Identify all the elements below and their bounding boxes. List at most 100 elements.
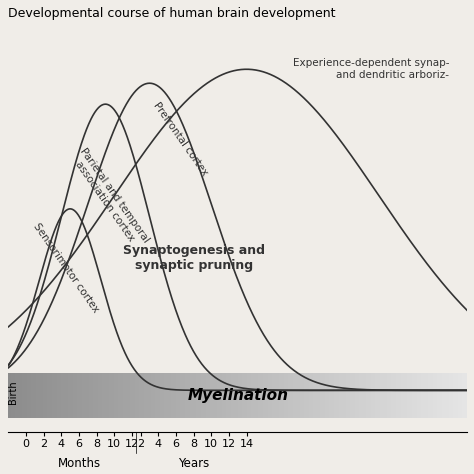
Bar (144, 373, 146, 418)
Bar (447, 373, 449, 418)
Bar (38, 373, 40, 418)
Bar (151, 373, 153, 418)
Bar (426, 373, 428, 418)
Bar (123, 373, 125, 418)
Bar (206, 373, 208, 418)
Bar (203, 373, 206, 418)
Bar (348, 373, 350, 418)
Bar (13, 373, 15, 418)
Bar (162, 373, 164, 418)
Bar (236, 373, 238, 418)
Bar (240, 373, 242, 418)
Bar (256, 373, 258, 418)
Bar (465, 373, 467, 418)
Bar (270, 373, 272, 418)
Bar (421, 373, 423, 418)
Bar (114, 373, 116, 418)
Bar (20, 373, 22, 418)
Bar (337, 373, 338, 418)
Bar (164, 373, 167, 418)
Bar (254, 373, 256, 418)
Bar (433, 373, 435, 418)
Bar (245, 373, 247, 418)
Bar (307, 373, 309, 418)
Bar (217, 373, 219, 418)
Bar (423, 373, 426, 418)
Bar (332, 373, 334, 418)
Bar (146, 373, 148, 418)
Bar (187, 373, 190, 418)
Bar (181, 373, 182, 418)
Bar (267, 373, 270, 418)
Bar (238, 373, 240, 418)
Text: Parietal and temporal
association cortex: Parietal and temporal association cortex (69, 146, 151, 251)
Bar (160, 373, 162, 418)
Bar (231, 373, 233, 418)
Bar (410, 373, 412, 418)
Bar (98, 373, 100, 418)
Bar (50, 373, 52, 418)
Bar (70, 373, 73, 418)
Bar (352, 373, 355, 418)
Bar (309, 373, 311, 418)
Bar (86, 373, 89, 418)
Bar (173, 373, 176, 418)
Bar (362, 373, 364, 418)
Bar (329, 373, 332, 418)
Bar (228, 373, 231, 418)
Bar (125, 373, 128, 418)
Bar (178, 373, 181, 418)
Bar (451, 373, 453, 418)
Bar (118, 373, 121, 418)
Bar (341, 373, 343, 418)
Bar (293, 373, 295, 418)
Bar (247, 373, 249, 418)
Bar (302, 373, 304, 418)
Text: Sensorimotor cortex: Sensorimotor cortex (31, 222, 100, 315)
Bar (34, 373, 36, 418)
Bar (334, 373, 337, 418)
Bar (295, 373, 297, 418)
Bar (398, 373, 401, 418)
Bar (29, 373, 31, 418)
Bar (323, 373, 325, 418)
Bar (68, 373, 70, 418)
Bar (55, 373, 56, 418)
Bar (392, 373, 394, 418)
Bar (449, 373, 451, 418)
Bar (382, 373, 384, 418)
Bar (61, 373, 64, 418)
Bar (80, 373, 82, 418)
Bar (27, 373, 29, 418)
Bar (224, 373, 226, 418)
Bar (338, 373, 341, 418)
Bar (419, 373, 421, 418)
Bar (261, 373, 263, 418)
Text: Developmental course of human brain development: Developmental course of human brain deve… (9, 7, 336, 20)
Bar (313, 373, 316, 418)
Bar (274, 373, 277, 418)
Bar (107, 373, 109, 418)
Bar (52, 373, 55, 418)
Bar (357, 373, 359, 418)
Bar (384, 373, 387, 418)
Bar (141, 373, 144, 418)
Bar (389, 373, 392, 418)
Bar (437, 373, 439, 418)
Bar (297, 373, 300, 418)
Bar (135, 373, 137, 418)
Bar (428, 373, 430, 418)
Bar (75, 373, 77, 418)
Text: Synaptogenesis and
synaptic pruning: Synaptogenesis and synaptic pruning (123, 244, 264, 272)
Bar (435, 373, 437, 418)
Bar (137, 373, 139, 418)
Bar (169, 373, 171, 418)
Bar (346, 373, 348, 418)
Bar (380, 373, 382, 418)
Bar (64, 373, 66, 418)
Bar (368, 373, 371, 418)
Bar (318, 373, 320, 418)
Bar (105, 373, 107, 418)
Bar (311, 373, 313, 418)
Bar (316, 373, 318, 418)
